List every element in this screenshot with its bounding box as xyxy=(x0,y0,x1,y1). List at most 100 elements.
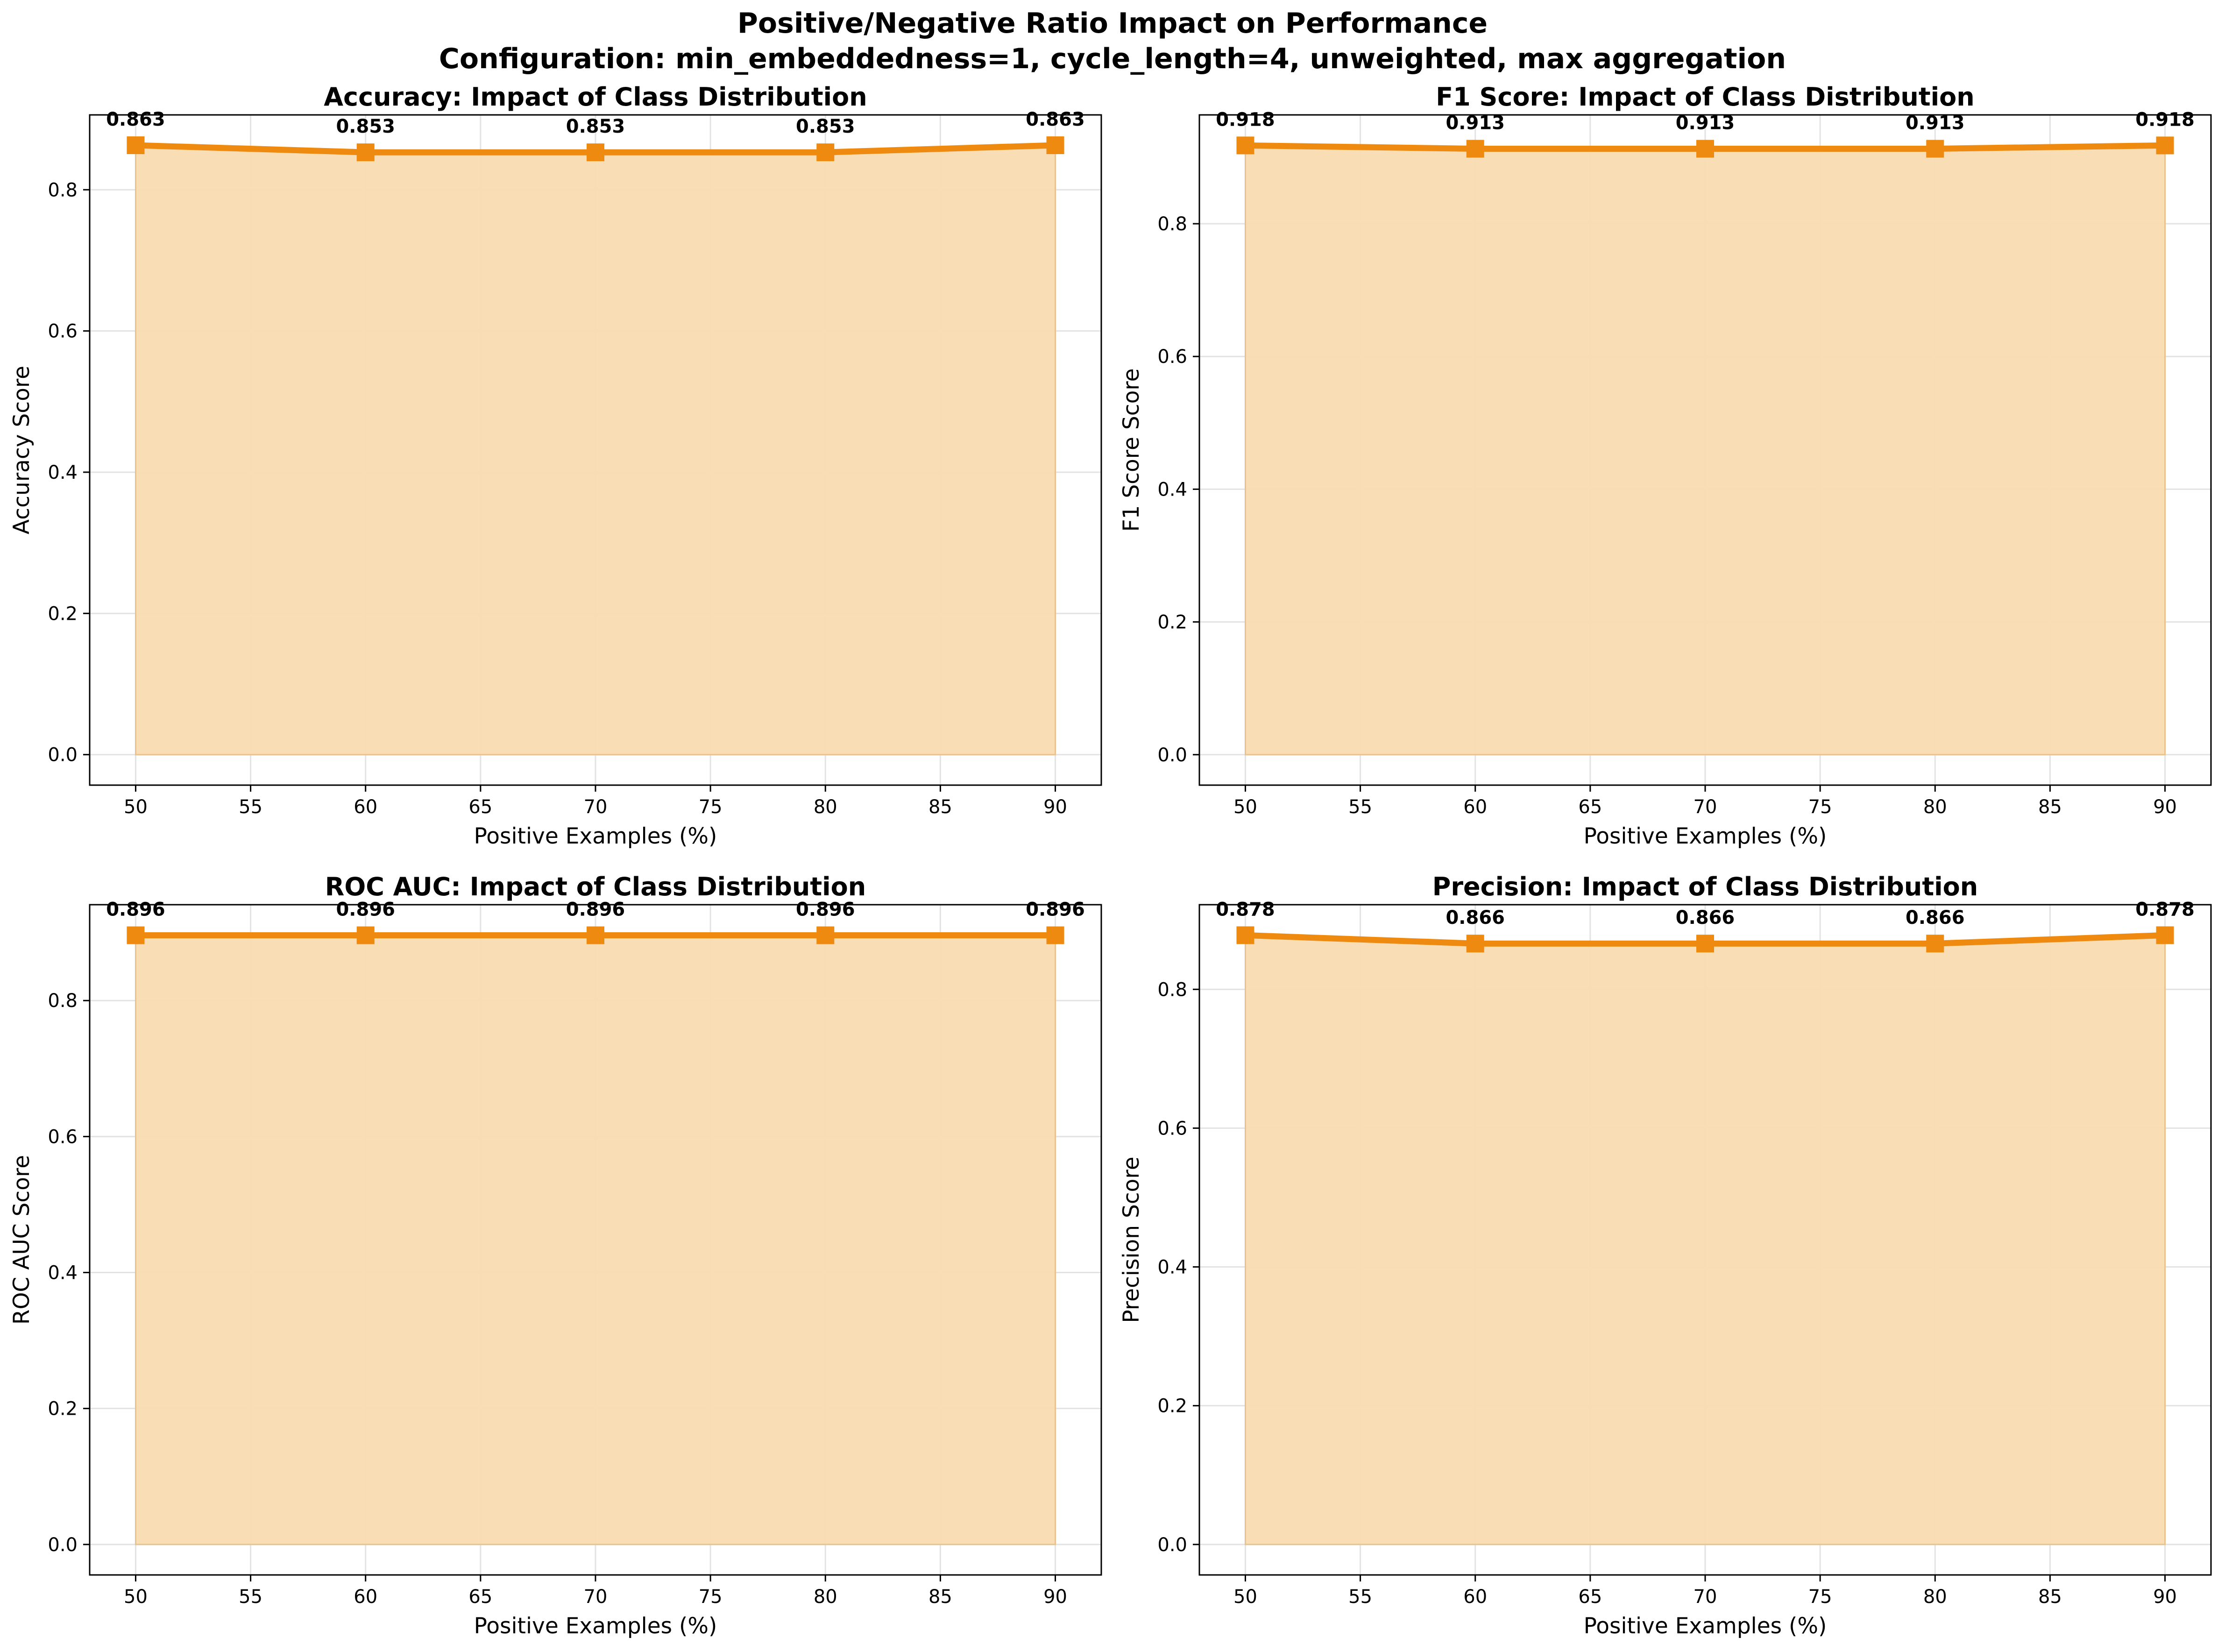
x-tick-label: 60 xyxy=(1463,796,1487,818)
x-tick-label: 50 xyxy=(1233,796,1257,818)
x-tick-label: 75 xyxy=(699,796,723,818)
subplot-title: Accuracy: Impact of Class Distribution xyxy=(324,82,867,112)
x-tick-label: 85 xyxy=(2038,796,2062,818)
x-axis-label: Positive Examples (%) xyxy=(474,823,717,849)
data-point-marker xyxy=(356,926,375,944)
data-point-marker xyxy=(816,143,835,162)
y-axis-label: Accuracy Score xyxy=(9,366,35,534)
data-point-marker xyxy=(1926,935,1944,953)
x-tick-label: 70 xyxy=(1694,1586,1717,1608)
data-point-marker xyxy=(2156,136,2174,155)
data-point-marker xyxy=(127,926,145,944)
data-point-marker xyxy=(816,926,835,944)
y-tick-label: 0.4 xyxy=(48,1262,78,1284)
x-tick-label: 80 xyxy=(814,1586,837,1608)
data-point-marker xyxy=(1696,935,1714,953)
x-tick-label: 75 xyxy=(1808,1586,1832,1608)
data-point-marker xyxy=(1046,136,1064,155)
data-label: 0.853 xyxy=(336,116,395,137)
subplot-title: F1 Score: Impact of Class Distribution xyxy=(1436,82,1974,112)
x-tick-label: 50 xyxy=(124,1586,148,1608)
y-tick-label: 0.8 xyxy=(1157,213,1187,235)
x-tick-label: 90 xyxy=(1043,1586,1067,1608)
x-axis-label: Positive Examples (%) xyxy=(1584,823,1827,849)
x-tick-label: 55 xyxy=(1348,796,1372,818)
data-point-marker xyxy=(1046,926,1064,944)
data-point-marker xyxy=(587,926,604,944)
x-tick-label: 90 xyxy=(2153,1586,2177,1608)
x-tick-label: 85 xyxy=(928,796,952,818)
x-tick-label: 70 xyxy=(1694,796,1717,818)
data-label: 0.853 xyxy=(566,116,625,137)
area-fill xyxy=(1244,934,2166,1546)
area-fill xyxy=(135,144,1056,756)
data-label: 0.918 xyxy=(2135,109,2195,130)
area-fill xyxy=(1244,144,2166,756)
y-tick-label: 0.8 xyxy=(48,179,78,201)
data-label: 0.863 xyxy=(1026,109,1085,130)
data-label: 0.878 xyxy=(2135,899,2195,920)
x-axis-label: Positive Examples (%) xyxy=(1584,1613,1827,1639)
y-tick-label: 0.0 xyxy=(1157,1534,1187,1556)
y-tick-label: 0.4 xyxy=(48,462,78,483)
y-tick-label: 0.0 xyxy=(48,1534,78,1556)
y-tick-label: 0.4 xyxy=(1157,479,1187,500)
y-tick-label: 0.8 xyxy=(1157,979,1187,1000)
figure-subtitle: Configuration: min_embeddedness=1, cycle… xyxy=(439,43,1786,75)
data-point-marker xyxy=(587,143,604,162)
data-label: 0.913 xyxy=(1676,112,1735,134)
x-tick-label: 80 xyxy=(1923,1586,1947,1608)
y-tick-label: 0.2 xyxy=(48,603,78,624)
subplot-title: ROC AUC: Impact of Class Distribution xyxy=(325,872,866,901)
x-tick-label: 60 xyxy=(354,1586,377,1608)
data-label: 0.913 xyxy=(1906,112,1965,134)
data-point-marker xyxy=(1236,926,1254,944)
y-tick-label: 0.2 xyxy=(48,1398,78,1420)
data-label: 0.896 xyxy=(796,899,855,921)
data-point-marker xyxy=(1466,140,1484,158)
x-tick-label: 65 xyxy=(1578,1586,1602,1608)
y-axis-label: Precision Score xyxy=(1119,1156,1144,1323)
x-tick-label: 50 xyxy=(124,796,148,818)
y-axis-label: ROC AUC Score xyxy=(9,1155,35,1325)
x-tick-label: 65 xyxy=(1578,796,1602,818)
data-point-marker xyxy=(1926,140,1944,158)
x-tick-label: 90 xyxy=(2153,796,2177,818)
x-axis-label: Positive Examples (%) xyxy=(474,1613,717,1639)
data-label: 0.896 xyxy=(1026,899,1085,921)
data-label: 0.918 xyxy=(1216,109,1275,130)
y-tick-label: 0.2 xyxy=(1157,1396,1187,1417)
data-point-marker xyxy=(1466,935,1484,953)
data-label: 0.853 xyxy=(796,116,855,137)
y-tick-label: 0.6 xyxy=(48,1126,78,1148)
y-tick-label: 0.4 xyxy=(1157,1257,1187,1278)
x-tick-label: 70 xyxy=(584,1586,608,1608)
x-tick-label: 55 xyxy=(239,796,262,818)
y-tick-label: 0.0 xyxy=(48,744,78,766)
y-tick-label: 0.6 xyxy=(1157,346,1187,368)
y-tick-label: 0.8 xyxy=(48,990,78,1012)
data-label: 0.863 xyxy=(106,109,165,130)
data-label: 0.866 xyxy=(1676,907,1735,929)
data-label: 0.896 xyxy=(106,899,165,921)
x-tick-label: 65 xyxy=(468,796,492,818)
x-tick-label: 90 xyxy=(1043,796,1067,818)
data-label: 0.896 xyxy=(566,899,625,921)
x-tick-label: 55 xyxy=(239,1586,262,1608)
area-fill xyxy=(135,935,1056,1546)
x-tick-label: 55 xyxy=(1348,1586,1372,1608)
x-tick-label: 80 xyxy=(814,796,837,818)
x-tick-label: 85 xyxy=(2038,1586,2062,1608)
figure-title: Positive/Negative Ratio Impact on Perfor… xyxy=(737,7,1488,40)
x-tick-label: 65 xyxy=(468,1586,492,1608)
x-tick-label: 60 xyxy=(1463,1586,1487,1608)
data-point-marker xyxy=(1696,140,1714,158)
data-point-marker xyxy=(1236,136,1254,155)
y-axis-label: F1 Score Score xyxy=(1119,368,1144,532)
data-label: 0.913 xyxy=(1446,112,1505,134)
data-label: 0.896 xyxy=(336,899,395,921)
data-label: 0.878 xyxy=(1216,899,1275,920)
x-tick-label: 80 xyxy=(1923,796,1947,818)
x-tick-label: 75 xyxy=(699,1586,723,1608)
